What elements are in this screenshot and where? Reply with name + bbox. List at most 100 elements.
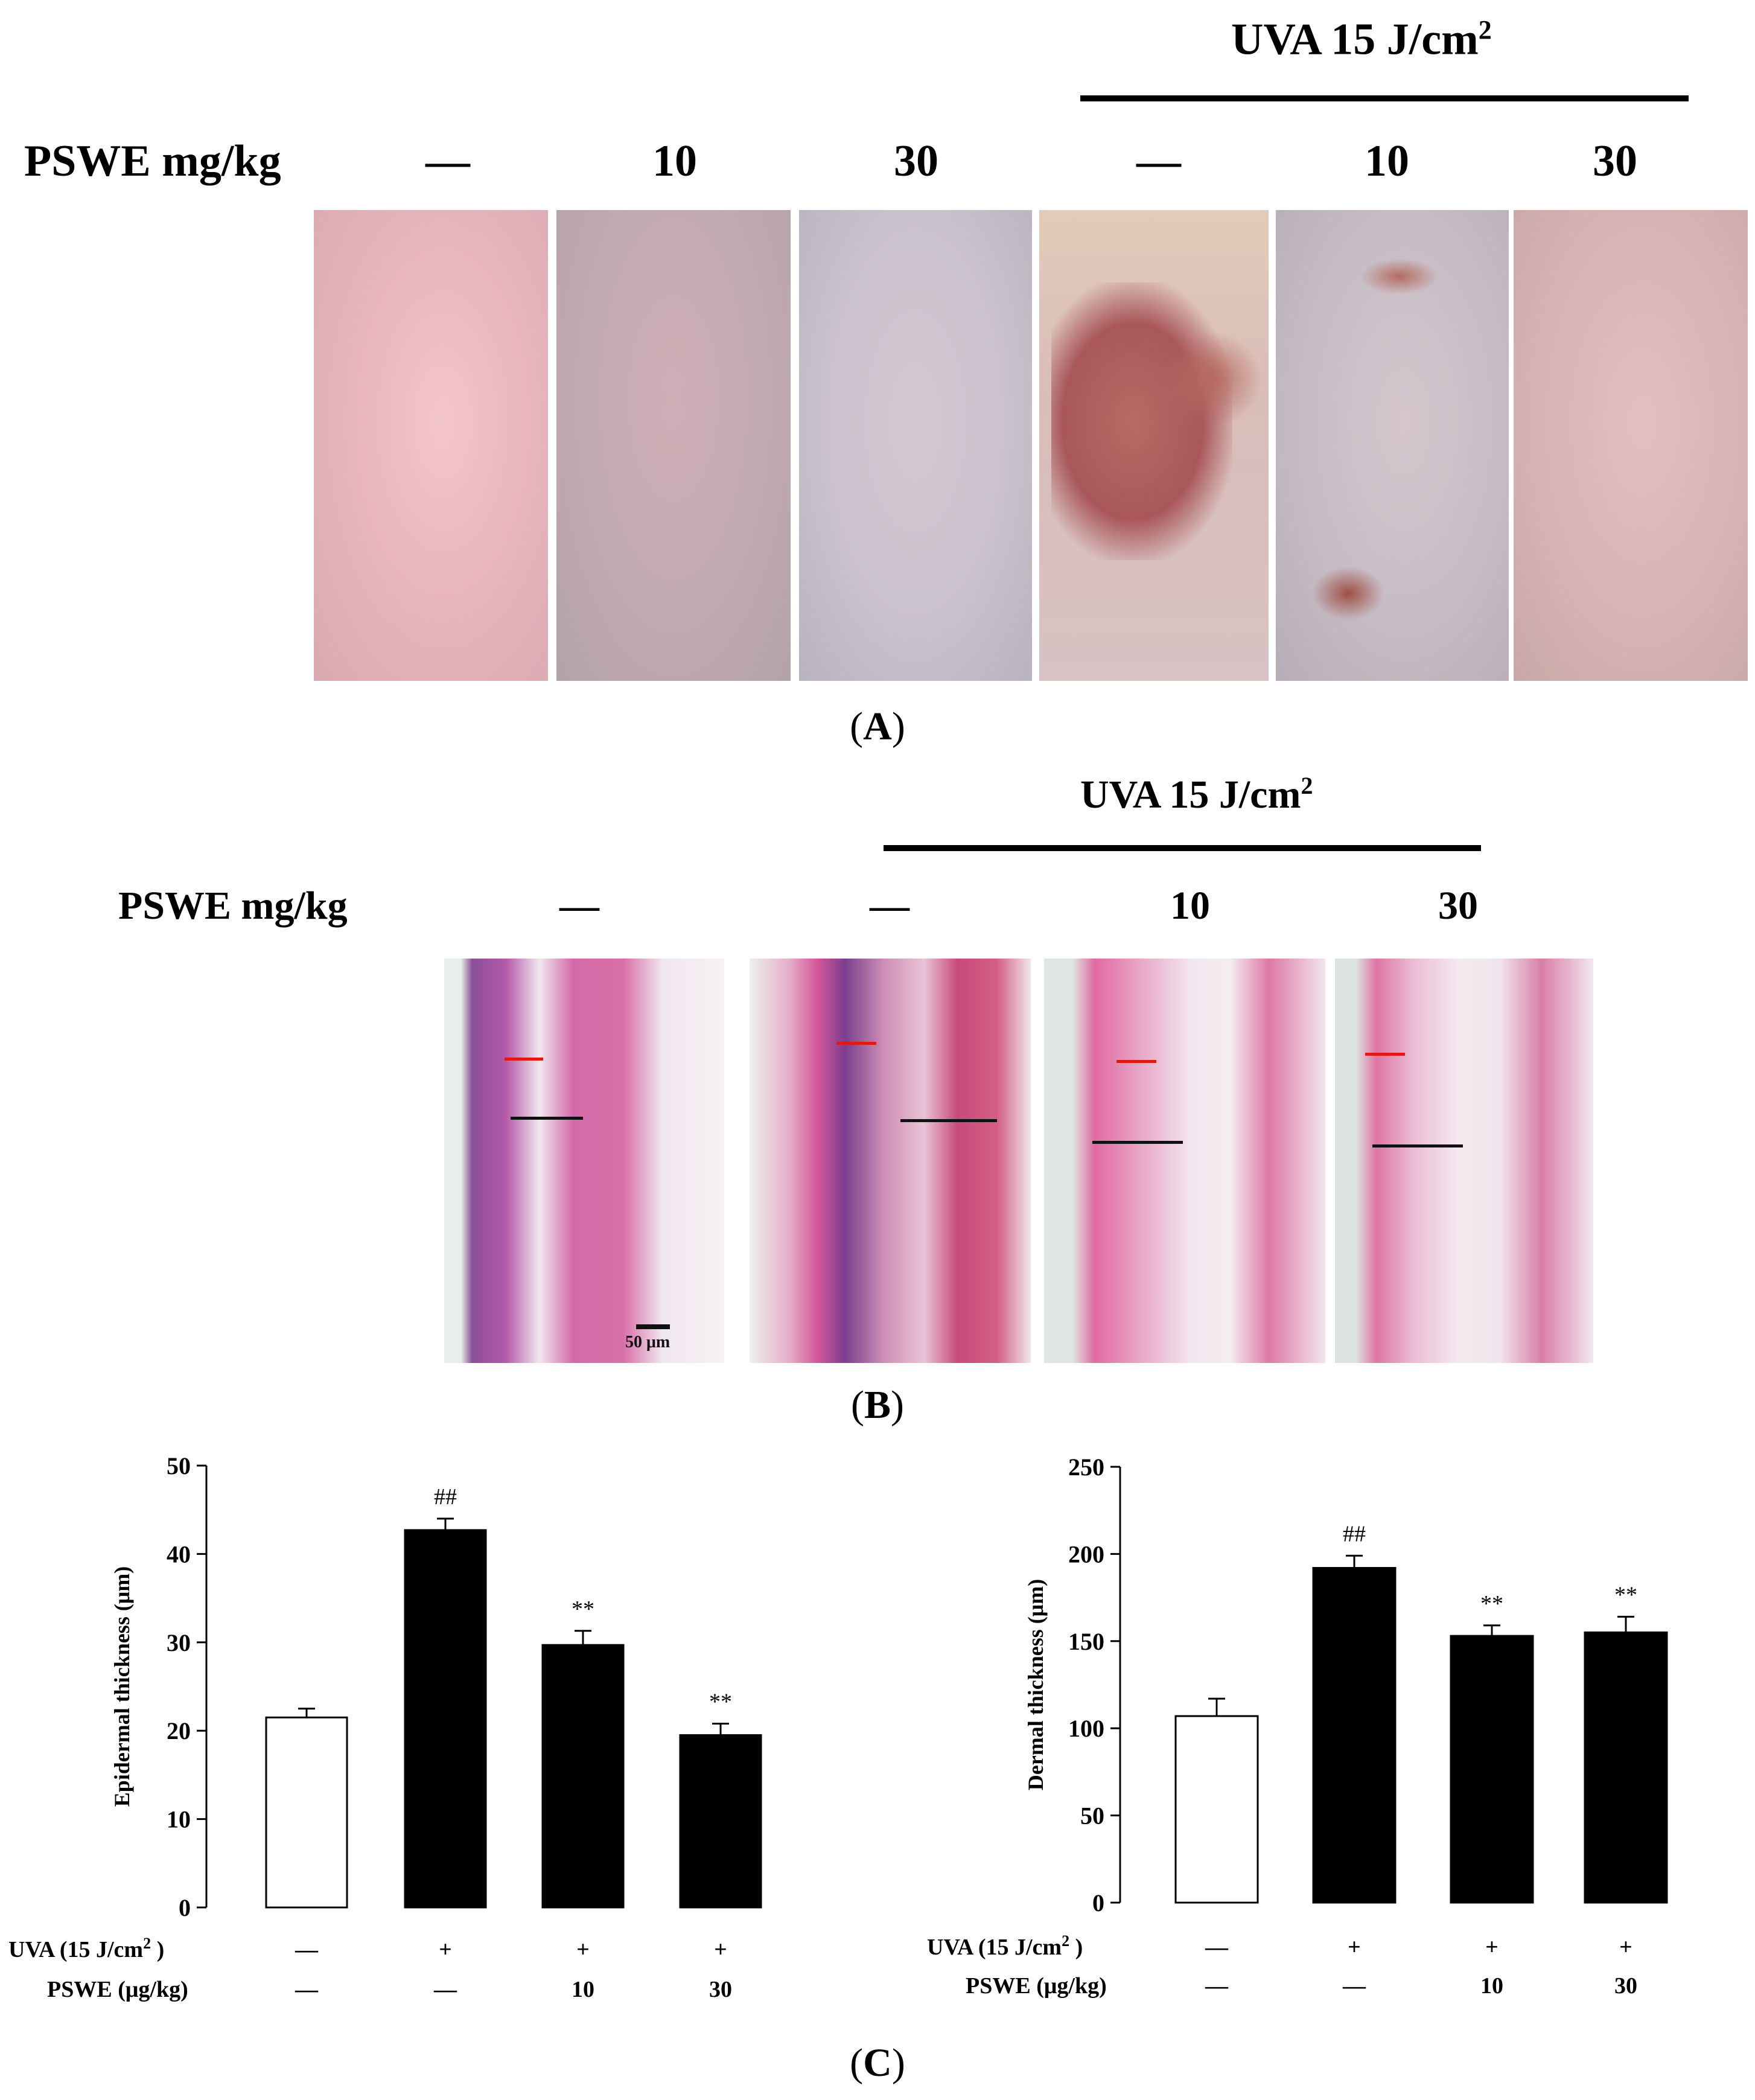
bar-1 (265, 1716, 348, 1909)
y-tick-label: 50 (167, 1452, 191, 1479)
uva-value-1: — (1205, 1935, 1229, 1960)
skin-photo-uva-pswe30 (1514, 210, 1748, 681)
y-axis-label: Dermal thickness (μm) (1024, 1579, 1048, 1790)
significance-mark-3: ** (1480, 1591, 1503, 1616)
y-tick-label: 0 (1092, 1889, 1104, 1916)
skin-photo-uva (1039, 210, 1269, 681)
skin-photo-control (314, 210, 548, 681)
skin-photo-uva-pswe10 (1276, 210, 1509, 681)
pswe-value-1: — (295, 1977, 319, 2002)
panel-b-dose-1: — (559, 884, 599, 928)
scale-bar (636, 1324, 670, 1329)
lesion-patch-4 (1312, 566, 1384, 621)
panel-a-dose-1: — (425, 136, 470, 186)
black-arrow-dermis (1092, 1141, 1183, 1144)
panel-c-caption: (C) (850, 2041, 905, 2085)
skin-photo-pswe10 (556, 210, 791, 681)
panel-a-uva-text: UVA 15 J/cm (1231, 14, 1479, 65)
uva-row-label-close: ) (1069, 1935, 1083, 1960)
epidermal-thickness-chart: 0 10 20 30 40 50 Epidermal thickness (μm) ## ** *… (8, 1452, 762, 2002)
significance-mark-4: ** (709, 1689, 732, 1714)
panel-b-caption-letter: B (864, 1383, 891, 1427)
y-tick-label: 20 (167, 1717, 191, 1744)
pswe-value-2: — (433, 1977, 457, 2002)
significance-mark-3: ** (572, 1597, 594, 1622)
panel-a-dose-4: — (1136, 136, 1181, 186)
uva-value-3: + (1485, 1935, 1499, 1960)
lesion-patch-2 (1160, 331, 1263, 427)
uva-value-1: — (295, 1937, 319, 1962)
y-tick-label: 0 (179, 1894, 191, 1921)
pswe-value-2: — (1342, 1973, 1366, 1999)
significance-mark-2: ## (1343, 1521, 1366, 1546)
bar-3 (1450, 1635, 1534, 1904)
uva-row-label: UVA (15 J/cm2 ) (8, 1935, 164, 1963)
panel-a-dose-3: 30 (894, 136, 938, 186)
panel-a-uva-header: UVA 15 J/cm2 (1231, 17, 1492, 62)
panel-a-uva-sup: 2 (1478, 15, 1492, 45)
panel-c-caption-letter: C (863, 2041, 892, 2085)
histology-uva-pswe10 (1044, 959, 1325, 1363)
red-arrow-epidermis (1365, 1053, 1405, 1056)
red-arrow-epidermis (505, 1058, 543, 1061)
panel-b-dose-4: 30 (1438, 884, 1478, 928)
panel-a-caption-letter: A (863, 704, 892, 748)
black-arrow-dermis (900, 1119, 997, 1122)
bar-2 (1312, 1567, 1397, 1904)
uva-row-label: UVA (15 J/cm2 ) (927, 1932, 1083, 1961)
skin-photo-pswe30 (799, 210, 1032, 681)
pswe-value-1: — (1205, 1973, 1229, 1999)
y-tick-label: 10 (167, 1806, 191, 1833)
pswe-row-label: PSWE (μg/kg) (47, 1977, 188, 2002)
significance-mark-2: ## (434, 1484, 457, 1510)
pswe-value-4: 30 (709, 1977, 732, 2002)
y-tick-label: 150 (1068, 1628, 1104, 1655)
panel-a-row-label: PSWE mg/kg (24, 136, 281, 186)
uva-value-4: + (714, 1937, 727, 1962)
histology-uva-pswe30 (1335, 959, 1593, 1363)
panel-a-dose-2: 10 (652, 136, 697, 186)
panel-b-dose-2: — (870, 884, 909, 928)
uva-value-2: + (1348, 1935, 1361, 1960)
panel-b-row-label: PSWE mg/kg (118, 884, 348, 928)
histology-control: 50 μm (444, 959, 724, 1363)
bar-2 (404, 1529, 487, 1909)
red-arrow-epidermis (1116, 1060, 1156, 1063)
significance-mark-4: ** (1614, 1582, 1637, 1607)
bar-4 (1584, 1631, 1668, 1904)
panel-a-uva-rule (1080, 95, 1689, 101)
panel-b-uva-header: UVA 15 J/cm2 (1080, 774, 1313, 815)
red-arrow-epidermis (836, 1042, 876, 1045)
dermal-thickness-chart: 0 50 100 150 200 250 Dermal thickness (μm) ## **… (927, 1454, 1668, 1999)
uva-value-4: + (1619, 1935, 1632, 1960)
pswe-value-3: 10 (1480, 1973, 1503, 1999)
y-axis-label: Epidermal thickness (μm) (110, 1566, 134, 1807)
panel-b-uva-text: UVA 15 J/cm (1080, 773, 1301, 817)
bar-1 (1174, 1715, 1259, 1904)
black-arrow-dermis (511, 1117, 583, 1120)
y-tick-label: 250 (1068, 1454, 1104, 1481)
pswe-value-4: 30 (1614, 1973, 1637, 1999)
panel-b-uva-rule (884, 845, 1481, 851)
lesion-patch-3 (1360, 258, 1439, 295)
uva-value-2: + (439, 1937, 452, 1962)
bar-3 (541, 1644, 625, 1909)
panel-a-dose-5: 10 (1365, 136, 1409, 186)
histology-uva (750, 959, 1031, 1363)
y-tick-label: 30 (167, 1629, 191, 1656)
panel-b-caption: (B) (851, 1383, 904, 1427)
y-tick-label: 100 (1068, 1715, 1104, 1742)
panel-b-dose-3: 10 (1170, 884, 1210, 928)
uva-row-label-sup: 2 (143, 1935, 151, 1952)
panel-a-caption: (A) (850, 704, 905, 748)
panel-b-uva-sup: 2 (1301, 772, 1313, 799)
y-tick-label: 200 (1068, 1540, 1104, 1568)
bar-4 (679, 1734, 762, 1909)
y-tick-label: 40 (167, 1540, 191, 1568)
panel-a-dose-6: 30 (1593, 136, 1637, 186)
uva-row-label-sup: 2 (1062, 1932, 1069, 1950)
scale-bar-label: 50 μm (625, 1333, 670, 1352)
y-tick-label: 50 (1080, 1802, 1104, 1830)
pswe-value-3: 10 (572, 1977, 594, 2002)
uva-row-label-close: ) (151, 1937, 164, 1962)
